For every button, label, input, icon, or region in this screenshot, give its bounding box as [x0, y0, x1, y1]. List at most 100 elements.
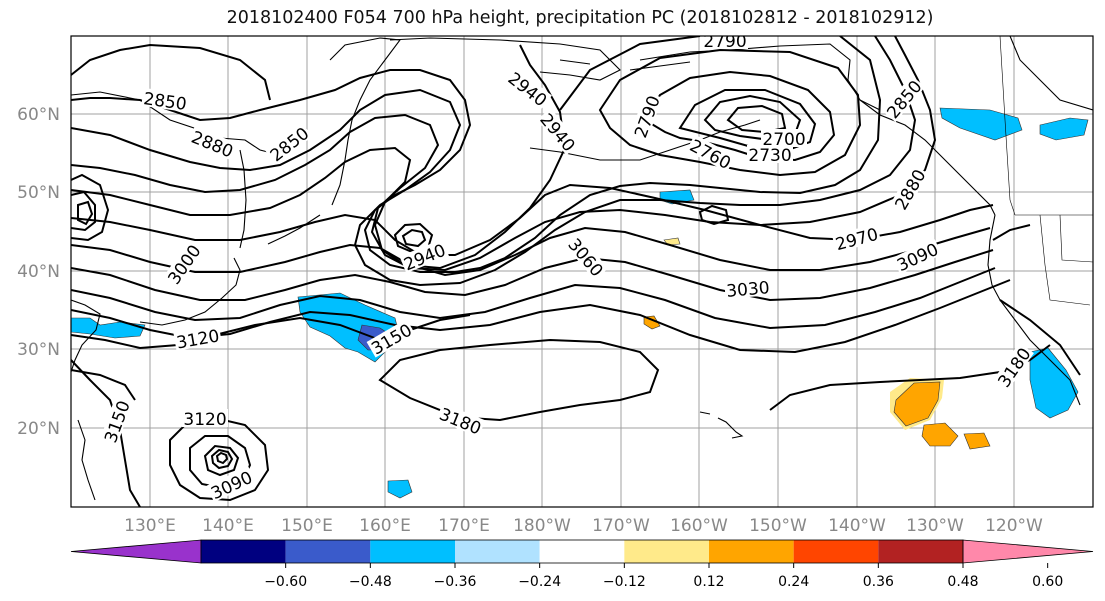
svg-text:3030: 3030 — [726, 278, 771, 302]
svg-text:2850: 2850 — [142, 89, 188, 115]
contour-low-west — [71, 173, 110, 242]
precip-patch-japan-south — [71, 317, 146, 339]
longitude-label: 180°W — [513, 516, 571, 536]
contour-3000 — [71, 226, 991, 277]
contour-2910 — [71, 36, 937, 272]
contour-label: 3060 — [563, 233, 609, 281]
colorbar — [70, 539, 1094, 564]
precip-patch-orange-2 — [893, 381, 941, 427]
colorbar-tick-label: 0.36 — [863, 574, 894, 590]
colorbar-tick-label: 0.48 — [947, 574, 978, 590]
colorbar-tick-label: 0.60 — [1032, 574, 1063, 590]
contour-3180-mid — [378, 338, 660, 422]
longitude-label: 120°W — [985, 516, 1043, 536]
contour-2850-nw — [71, 43, 271, 101]
coast-kamchatka — [329, 37, 402, 206]
map-title: 2018102400 F054 700 hPa height, precipit… — [226, 8, 934, 28]
longitude-label: 150°E — [281, 516, 333, 536]
colorbar-segment — [539, 540, 625, 563]
contour-low-west-2 — [71, 190, 96, 232]
colorbar-segment — [709, 540, 794, 563]
contour-low-mid — [393, 222, 434, 254]
svg-text:3150: 3150 — [101, 398, 135, 445]
latitude-label: 20°N — [17, 419, 60, 439]
precip-patch-orange-4 — [963, 432, 991, 450]
contour-label: 2940 — [504, 67, 552, 111]
coast-bering-islands — [559, 59, 691, 71]
longitude-label: 140°E — [202, 516, 254, 536]
contour-label: 3030 — [724, 277, 772, 302]
colorbar-tick-label: −0.48 — [349, 574, 392, 590]
colorbar-tick-label: 0.12 — [693, 574, 724, 590]
longitude-labels: 130°E 140°E 150°E 160°E 170°E 180°W 170°W 160°W… — [124, 516, 1043, 536]
contour-low-west-3 — [77, 200, 94, 226]
coast-sakhalin — [239, 149, 247, 249]
svg-text:2790: 2790 — [703, 32, 746, 52]
contour-label: 2850 — [141, 87, 190, 115]
coast-kurils — [267, 214, 321, 245]
contour-typhoon-ring-3 — [215, 451, 229, 465]
contour-2880 — [71, 36, 917, 287]
contour-3150-coast — [999, 299, 1081, 376]
contour-label: 2850 — [881, 75, 927, 123]
longitude-label: 150°W — [749, 516, 807, 536]
coast-hawaii — [699, 411, 744, 439]
colorbar-extend-high — [962, 539, 1094, 564]
contour-label: 2790 — [702, 32, 748, 52]
colorbar-tick-labels: −0.60 −0.48 −0.36 −0.24 −0.12 0.12 0.24 0.36 0.4… — [264, 563, 1063, 590]
contour-label: 3000 — [162, 239, 206, 288]
contour-label: 3180 — [436, 403, 486, 440]
contour-label: 2790 — [629, 91, 665, 142]
contour-2760 — [678, 89, 817, 152]
contour-label: 2880 — [889, 164, 930, 214]
precip-patch-orange-3 — [921, 422, 959, 447]
contour-2700 — [726, 104, 787, 134]
contour-3060 — [71, 267, 996, 330]
coast-chukotka — [389, 37, 621, 81]
latitude-label: 30°N — [17, 340, 60, 360]
svg-text:2790: 2790 — [631, 93, 665, 140]
contour-label: 3120 — [182, 409, 228, 430]
svg-text:3120: 3120 — [175, 326, 221, 353]
colorbar-tick-label: −0.24 — [518, 574, 561, 590]
contour-2730 — [703, 94, 802, 142]
coast-alaska-gulf — [859, 99, 996, 216]
contour-typhoon-ring-2 — [210, 448, 234, 470]
colorbar-segment — [370, 540, 455, 563]
contour-low-mid-2 — [401, 228, 427, 248]
contour-3120 — [71, 314, 471, 350]
contour-2850-ne — [559, 36, 701, 111]
precip-patch-baja — [1029, 347, 1079, 419]
contour-label: 3120 — [173, 325, 222, 354]
contour-2940 — [71, 44, 567, 270]
coast-north-america-interior — [1009, 36, 1093, 111]
latitude-label: 50°N — [17, 183, 60, 203]
colorbar-segment — [455, 540, 540, 563]
longitude-label: 140°W — [828, 516, 886, 536]
colorbar-tick-label: −0.12 — [603, 574, 646, 590]
longitude-label: 130°E — [124, 516, 176, 536]
political-borders — [999, 36, 1093, 306]
contour-label: 2970 — [831, 223, 882, 255]
longitude-label: 170°W — [592, 516, 650, 536]
coast-taiwan-philippines — [77, 419, 96, 501]
colorbar-tick-label: 0.24 — [778, 574, 809, 590]
latitude-label: 40°N — [17, 262, 60, 282]
colorbar-segment — [878, 540, 963, 563]
svg-text:2880: 2880 — [188, 128, 236, 163]
svg-text:2730: 2730 — [748, 146, 791, 166]
svg-text:3180: 3180 — [436, 405, 484, 440]
colorbar-segment — [624, 540, 709, 563]
precip-patch-alaska-coast-2 — [1039, 117, 1089, 141]
precip-patch-alaska-coast — [939, 107, 1023, 141]
longitude-label: 170°E — [438, 516, 490, 536]
svg-text:2760: 2760 — [686, 136, 734, 174]
contour-3180-west — [71, 369, 136, 401]
coast-bc-west — [987, 214, 1081, 406]
latitude-labels: 60°N 50°N 40°N 30°N 20°N — [17, 105, 60, 439]
contour-typhoon-ring-1 — [203, 444, 240, 477]
contour-2850-east — [71, 36, 882, 273]
colorbar-extend-low — [70, 539, 202, 564]
